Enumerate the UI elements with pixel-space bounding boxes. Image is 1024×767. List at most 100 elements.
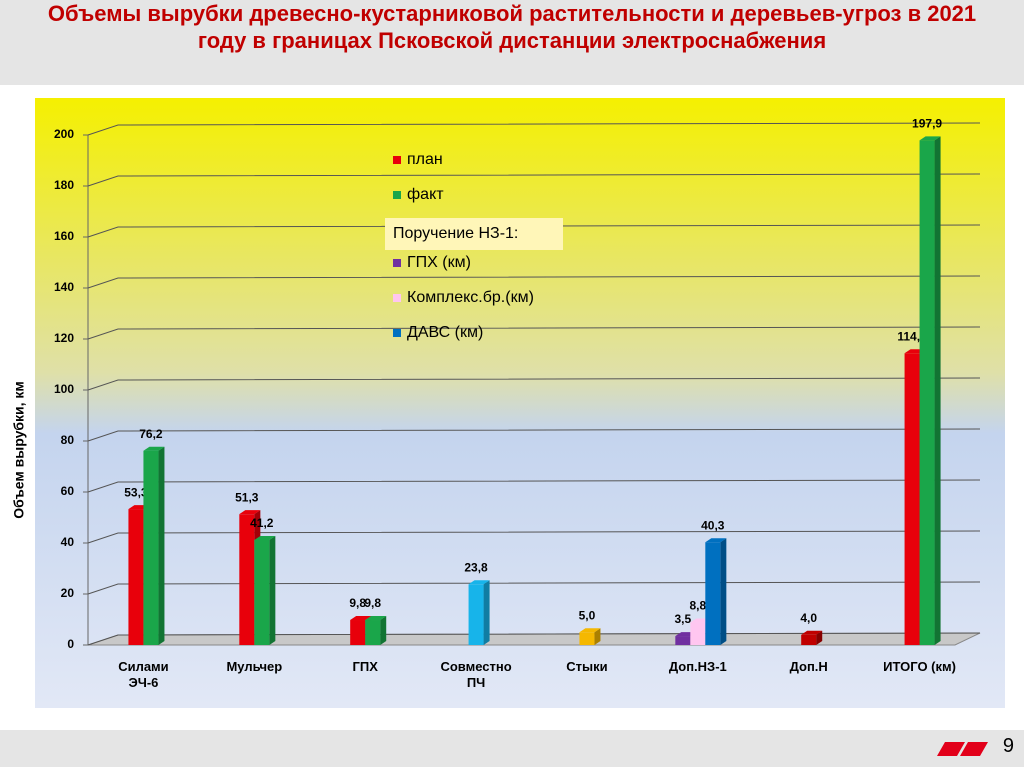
- legend-swatch: [393, 156, 401, 164]
- y-tick-label: 200: [54, 127, 74, 141]
- chart-title: Объемы вырубки древесно-кустарниковой ра…: [47, 1, 977, 53]
- bar: [239, 514, 255, 645]
- bar-top: [254, 535, 276, 540]
- value-label: 40,3: [701, 518, 725, 532]
- bar-side: [816, 630, 823, 645]
- bar-top: [350, 616, 372, 621]
- bar: [919, 140, 935, 646]
- grid-line: [87, 224, 981, 238]
- bar: [468, 584, 484, 645]
- bar-side: [158, 446, 165, 645]
- x-tick-label: Совместно ПЧ: [440, 659, 512, 690]
- bar-side-shade: [816, 630, 823, 645]
- bar: [143, 450, 159, 645]
- legend-swatch: [393, 329, 401, 337]
- bar: [904, 353, 920, 645]
- bar: [705, 542, 721, 645]
- bar-side-shade: [158, 446, 165, 645]
- value-label: 51,3: [235, 490, 259, 504]
- bar: [365, 620, 381, 645]
- value-label: 3,5: [674, 612, 691, 626]
- y-axis-title: Объем вырубки, км: [11, 381, 27, 519]
- page-number: 9: [1002, 735, 1014, 757]
- grid-line: [87, 479, 981, 493]
- bar-side: [483, 580, 490, 645]
- bar-top: [365, 616, 387, 621]
- plot-background: [35, 98, 1005, 708]
- y-tick-label: 120: [54, 331, 74, 345]
- legend-label: ГПХ (км): [407, 254, 471, 271]
- bar-top: [143, 446, 165, 451]
- x-tick-label: Стыки: [566, 659, 608, 674]
- legend-heading-box: [385, 218, 563, 250]
- legend-label: план: [407, 151, 443, 168]
- bar-top: [919, 136, 941, 141]
- legend-heading: Поручение НЗ-1:: [393, 225, 518, 242]
- legend-swatch: [393, 294, 401, 302]
- x-tick-label: Доп.Н: [789, 659, 828, 674]
- value-label: 5,0: [579, 608, 596, 622]
- bar-side-shade: [269, 535, 276, 645]
- y-tick-label: 60: [61, 484, 75, 498]
- y-tick-label: 80: [61, 433, 75, 447]
- bar-side-shade: [934, 136, 941, 646]
- bar-top: [705, 538, 727, 543]
- bar-side-shade: [380, 616, 387, 645]
- bar-side-shade: [594, 628, 601, 645]
- legend-label: ДАВС (км): [407, 324, 483, 341]
- value-label: 8,8: [689, 599, 706, 613]
- header-band: [0, 0, 1024, 85]
- bar-top: [239, 510, 261, 515]
- y-tick-label: 0: [67, 637, 74, 651]
- bar-side: [380, 616, 387, 645]
- value-label: 9,8: [364, 596, 381, 610]
- grid-line: [87, 581, 981, 595]
- grid-line: [87, 326, 981, 340]
- x-tick-label: ИТОГО (км): [883, 659, 956, 674]
- y-tick-label: 140: [54, 280, 74, 294]
- grid-line: [87, 275, 981, 289]
- grid-line: [87, 377, 981, 391]
- grid-line: [87, 122, 981, 136]
- value-label: 4,0: [800, 611, 817, 625]
- grid-line: [87, 173, 981, 187]
- value-label: 9,8: [349, 596, 366, 610]
- legend-swatch: [393, 191, 401, 199]
- y-tick-label: 160: [54, 229, 74, 243]
- x-tick-label: Мульчер: [226, 659, 283, 674]
- x-tick-label: ГПХ: [352, 659, 378, 674]
- legend-swatch: [393, 259, 401, 267]
- legend-label: факт: [407, 186, 444, 203]
- grid-line: [87, 530, 981, 544]
- bar: [254, 539, 270, 645]
- bar: [350, 620, 366, 645]
- legend-label: Комплекс.бр.(км): [407, 289, 534, 306]
- y-tick-label: 100: [54, 382, 74, 396]
- value-label: 53,3: [124, 485, 148, 499]
- x-tick-label: Силами ЭЧ-6: [118, 659, 169, 690]
- logo: [937, 742, 988, 756]
- value-label: 41,2: [250, 516, 274, 530]
- value-label: 23,8: [464, 560, 488, 574]
- y-tick-label: 20: [61, 586, 75, 600]
- y-tick-label: 40: [61, 535, 75, 549]
- footer-band: [0, 730, 1024, 767]
- bar: [128, 509, 144, 645]
- bar-side-shade: [720, 538, 727, 645]
- value-label: 197,9: [912, 117, 942, 131]
- bar-side: [934, 136, 941, 646]
- bar-side: [720, 538, 727, 645]
- bar: [675, 636, 691, 645]
- bar-side: [269, 535, 276, 645]
- bar-side-shade: [483, 580, 490, 645]
- bar: [801, 634, 817, 645]
- bar-top: [579, 628, 601, 633]
- bar: [579, 632, 595, 645]
- bar: [690, 622, 706, 645]
- bar-top: [801, 630, 823, 635]
- y-tick-label: 180: [54, 178, 74, 192]
- x-tick-label: Доп.НЗ-1: [668, 659, 727, 674]
- bar-side: [594, 628, 601, 645]
